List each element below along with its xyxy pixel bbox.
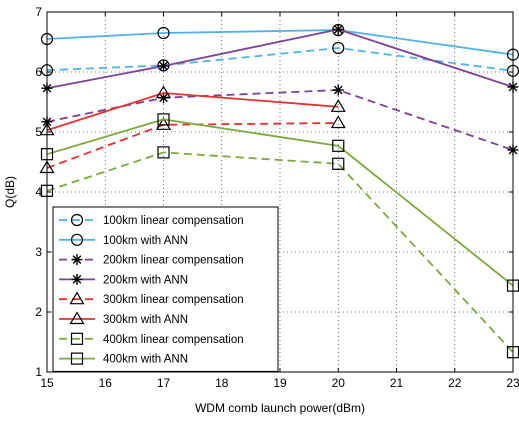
star-marker-stroke <box>72 275 82 284</box>
x-tick-label: 22 <box>448 376 462 390</box>
series-4 <box>41 23 519 94</box>
square-marker <box>157 146 170 159</box>
triangle-marker <box>330 115 346 129</box>
series-6 <box>39 85 346 136</box>
legend-item: 300km linear compensation <box>59 291 244 306</box>
legend-box <box>52 206 279 372</box>
legend-item: 100km with ANN <box>59 233 188 247</box>
series-line <box>46 29 514 56</box>
star-marker-stroke <box>333 85 343 95</box>
star-marker <box>158 60 169 72</box>
legend-item: 400km linear compensation <box>59 332 244 346</box>
series-1 <box>40 41 519 77</box>
y-tick-label: 2 <box>35 305 42 319</box>
legend-item: 400km with ANN <box>59 352 188 366</box>
legend-item: 300km with ANN <box>59 311 188 326</box>
triangle-marker <box>69 291 85 305</box>
series-line <box>46 47 514 72</box>
x-tick-label: 15 <box>40 376 54 390</box>
x-tick-label: 19 <box>273 376 287 390</box>
square-marker <box>157 113 170 126</box>
circle-marker <box>332 41 345 55</box>
legend-item: 200km linear compensation <box>59 254 244 267</box>
triangle-marker <box>69 311 85 325</box>
x-tick-label: 17 <box>157 376 171 390</box>
circle-marker <box>70 233 84 246</box>
star-marker <box>332 23 344 35</box>
legend-label: 400km linear compensation <box>103 334 244 346</box>
triangle-marker <box>155 85 172 99</box>
star-marker <box>332 84 344 96</box>
star-marker <box>71 254 83 266</box>
series-line <box>46 92 339 132</box>
star-marker-stroke <box>333 25 343 34</box>
x-tick-label: 18 <box>215 376 229 390</box>
legend-label: 200km with ANN <box>103 274 188 286</box>
y-axis-label: Q(dB) <box>3 176 17 208</box>
legend-label: 300km with ANN <box>103 314 188 326</box>
x-tick-label: 23 <box>506 376 519 390</box>
legend-item: 200km with ANN <box>59 273 188 286</box>
star-marker-stroke <box>159 61 168 71</box>
legend-label: 300km linear compensation <box>103 294 244 306</box>
y-tick-label: 4 <box>35 185 42 199</box>
y-tick-label: 7 <box>35 5 42 19</box>
x-tick-label: 21 <box>390 376 404 390</box>
legend-label: 100km linear compensation <box>103 215 244 227</box>
x-axis-label: WDM comb launch power(dBm) <box>195 401 365 415</box>
square-marker <box>332 139 345 152</box>
square-marker <box>332 157 345 170</box>
triangle-marker <box>330 99 346 112</box>
legend-item: 100km linear compensation <box>59 213 244 227</box>
x-tick-label: 20 <box>332 376 346 390</box>
y-tick-label: 1 <box>35 365 42 379</box>
circle-marker <box>157 26 170 40</box>
x-tick-label: 16 <box>99 376 113 390</box>
series-line <box>46 28 514 90</box>
y-tick-label: 5 <box>35 125 42 139</box>
y-tick-label: 3 <box>35 245 42 259</box>
legend: 100km linear compensation 100km with ANN 2… <box>52 206 279 372</box>
legend-label: 200km linear compensation <box>103 255 244 267</box>
series-line <box>46 118 514 287</box>
square-marker <box>70 332 84 345</box>
series-8 <box>40 113 519 292</box>
star-marker <box>71 273 83 285</box>
triangle-marker <box>155 117 172 130</box>
series-line <box>46 151 514 353</box>
circle-marker <box>70 213 84 227</box>
series-layer <box>39 23 519 359</box>
legend-label: 400km with ANN <box>103 354 188 366</box>
y-tick-label: 6 <box>35 65 42 79</box>
series-5 <box>39 115 346 174</box>
square-marker <box>70 352 84 365</box>
legend-label: 100km with ANN <box>103 235 188 247</box>
star-marker-stroke <box>72 255 82 264</box>
series-line <box>46 89 514 151</box>
